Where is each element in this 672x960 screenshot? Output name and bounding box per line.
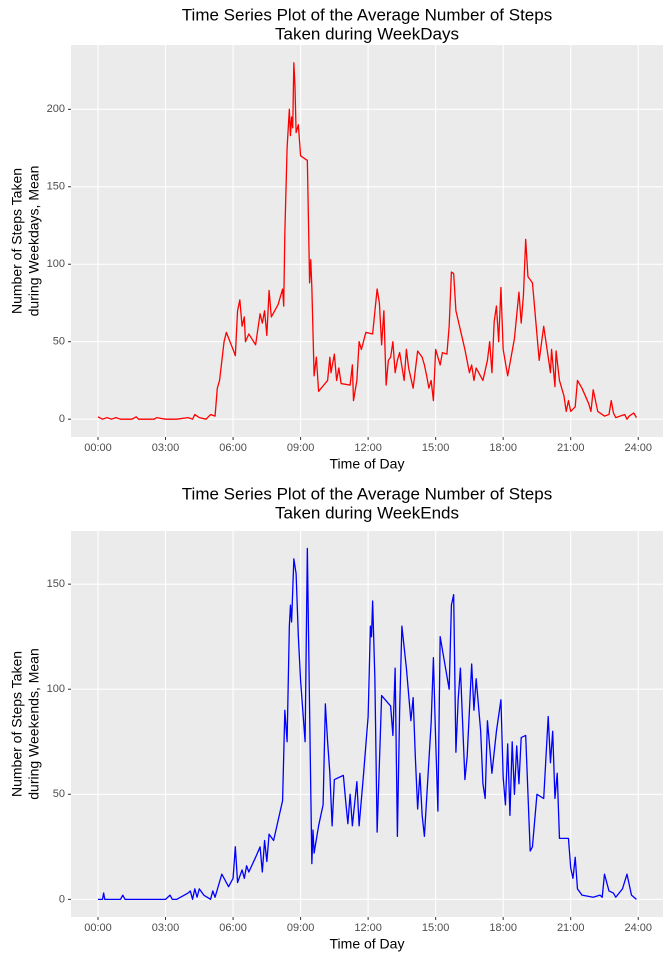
chart-title: Time Series Plot of the Average Number o… bbox=[182, 484, 552, 503]
y-axis-label: during Weekdays, Mean bbox=[26, 166, 42, 317]
x-tick-label: 24:00 bbox=[624, 922, 652, 934]
x-axis-label: Time of Day bbox=[330, 456, 405, 472]
x-tick-label: 09:00 bbox=[287, 922, 315, 934]
chart-title: Taken during WeekDays bbox=[275, 24, 459, 43]
x-tick-label: 18:00 bbox=[489, 442, 517, 454]
y-tick-label: 100 bbox=[47, 683, 65, 695]
chart-title: Time Series Plot of the Average Number o… bbox=[182, 5, 552, 24]
chart-title: Taken during WeekEnds bbox=[275, 503, 459, 522]
x-tick-label: 18:00 bbox=[489, 922, 517, 934]
x-tick-label: 00:00 bbox=[84, 442, 112, 454]
x-tick-label: 12:00 bbox=[354, 922, 382, 934]
x-tick-label: 06:00 bbox=[219, 442, 247, 454]
x-tick-label: 12:00 bbox=[354, 442, 382, 454]
series-line bbox=[97, 62, 638, 420]
x-tick-label: 06:00 bbox=[219, 922, 247, 934]
y-tick-label: 100 bbox=[47, 258, 65, 270]
y-tick-label: 0 bbox=[59, 893, 65, 905]
y-tick-label: 150 bbox=[47, 578, 65, 590]
plot-panel bbox=[71, 45, 663, 437]
x-tick-label: 21:00 bbox=[557, 442, 585, 454]
y-tick-label: 150 bbox=[47, 181, 65, 193]
x-tick-label: 09:00 bbox=[287, 442, 315, 454]
x-tick-label: 03:00 bbox=[152, 442, 180, 454]
y-tick-label: 50 bbox=[53, 336, 65, 348]
series-line bbox=[98, 547, 637, 900]
x-tick-label: 24:00 bbox=[624, 442, 652, 454]
y-tick-label: 200 bbox=[47, 103, 65, 115]
x-tick-label: 15:00 bbox=[422, 922, 450, 934]
x-axis-label: Time of Day bbox=[330, 936, 405, 952]
x-tick-label: 15:00 bbox=[422, 442, 450, 454]
x-tick-label: 03:00 bbox=[152, 922, 180, 934]
x-tick-label: 21:00 bbox=[557, 922, 585, 934]
y-tick-label: 0 bbox=[59, 413, 65, 425]
y-axis-label: Number of Steps Taken bbox=[9, 651, 25, 797]
y-axis-label: Number of Steps Taken bbox=[9, 168, 25, 314]
y-tick-label: 50 bbox=[53, 788, 65, 800]
x-tick-label: 00:00 bbox=[84, 922, 112, 934]
y-axis-label: during Weekends, Mean bbox=[26, 648, 42, 800]
